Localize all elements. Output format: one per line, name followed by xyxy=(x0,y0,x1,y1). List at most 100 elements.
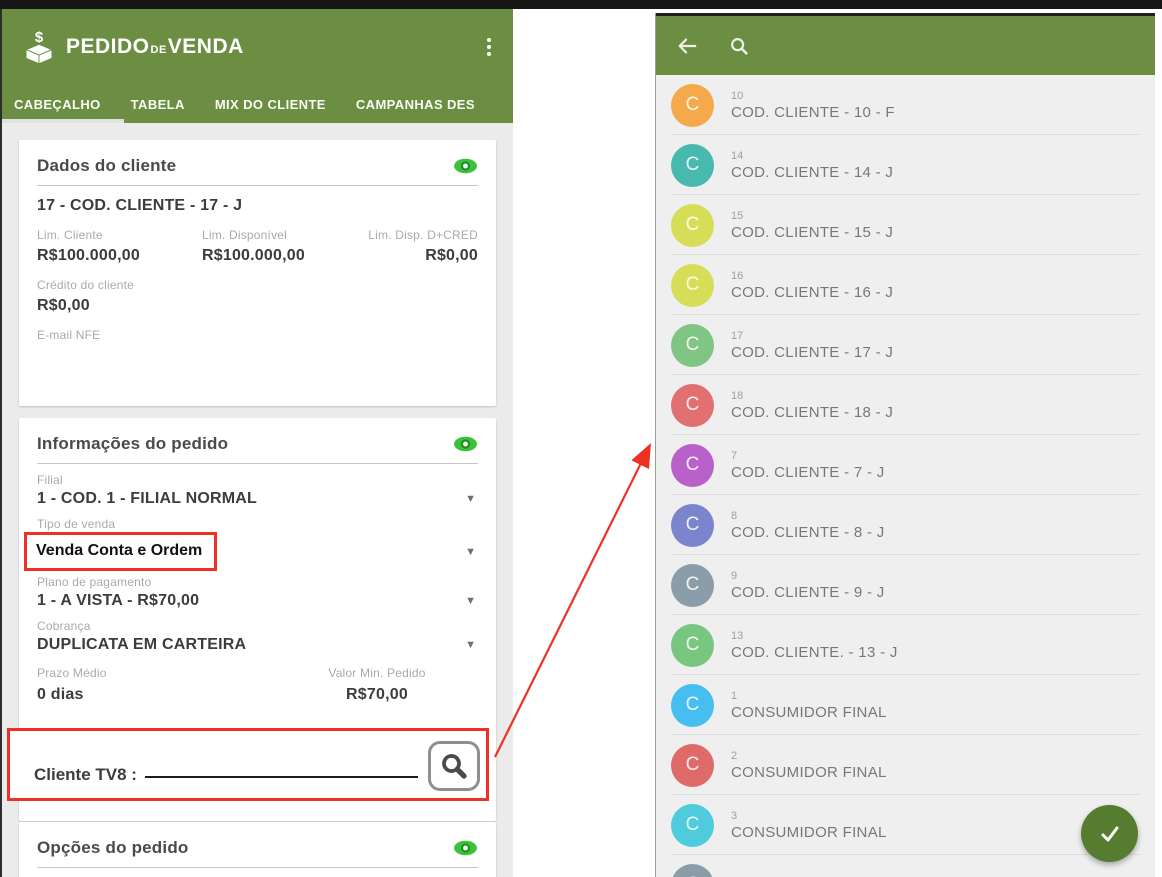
divider xyxy=(37,867,478,868)
divider xyxy=(37,463,478,464)
annotation-red-box-tipo-venda: Venda Conta e Ordem xyxy=(24,532,218,571)
client-name: COD. CLIENTE - 18 - J xyxy=(731,403,894,421)
client-list-item[interactable]: C 9 COD. CLIENTE - 9 - J xyxy=(656,555,1155,615)
filial-value: 1 - COD. 1 - FILIAL NORMAL xyxy=(37,490,258,507)
tab-bar: CABEÇALHO TABELA MIX DO CLIENTE CAMPANHA… xyxy=(2,85,513,123)
tipo-venda-select[interactable]: Venda Conta e Ordem ▼ xyxy=(24,532,478,571)
tab-tabela[interactable]: TABELA xyxy=(130,96,185,112)
email-nfe-label: E-mail NFE xyxy=(37,328,101,342)
avatar-letter: C xyxy=(685,214,700,235)
chevron-down-icon: ▼ xyxy=(465,545,476,558)
limit-dcred-label: Lim. Disp. D+CRED xyxy=(368,228,478,242)
row-divider xyxy=(673,434,1140,435)
client-name: COD. CLIENTE - 14 - J xyxy=(731,163,894,181)
selected-client-name: 17 - COD. CLIENTE - 17 - J xyxy=(37,197,243,214)
filial-label: Filial xyxy=(37,473,63,487)
client-list-item[interactable]: C 13 COD. CLIENTE. - 13 - J xyxy=(656,615,1155,675)
tab-mix-do-cliente[interactable]: MIX DO CLIENTE xyxy=(214,96,326,112)
client-list-item[interactable]: C 10 COD. CLIENTE - 10 - F xyxy=(656,75,1155,135)
avatar-letter: C xyxy=(685,514,700,535)
annotation-red-box-cliente-search: Cliente TV8 : xyxy=(7,728,489,801)
client-name: COD. CLIENTE - 9 - J xyxy=(731,583,885,601)
tipo-venda-value: Venda Conta e Ordem xyxy=(36,542,203,559)
client-list-item[interactable]: C 19 xyxy=(656,855,1155,877)
client-code: 16 xyxy=(731,269,744,282)
tab-cabecalho[interactable]: CABEÇALHO xyxy=(14,96,101,112)
row-divider xyxy=(673,614,1140,615)
row-divider xyxy=(673,734,1140,735)
avatar-letter: C xyxy=(685,274,700,295)
back-arrow-icon[interactable] xyxy=(676,35,698,57)
cliente-search-button[interactable] xyxy=(428,741,480,791)
client-name: COD. CLIENTE - 10 - F xyxy=(731,103,895,121)
client-list-item[interactable]: C 18 COD. CLIENTE - 18 - J xyxy=(656,375,1155,435)
avatar: C xyxy=(671,83,714,127)
avatar: C xyxy=(671,323,714,367)
client-name: CONSUMIDOR FINAL xyxy=(731,763,887,781)
app-title-part1: PEDIDO xyxy=(66,35,150,58)
tab-campanhas[interactable]: CAMPANHAS DES xyxy=(355,96,475,112)
avatar: C xyxy=(671,443,714,487)
magnifier-icon xyxy=(442,754,467,779)
avatar: C xyxy=(671,863,714,877)
cobranca-value: DUPLICATA EM CARTEIRA xyxy=(37,636,247,653)
client-code: 17 xyxy=(731,329,744,342)
cliente-search-input[interactable] xyxy=(144,776,418,778)
row-divider xyxy=(673,794,1140,795)
client-picker-screenshot: C 10 COD. CLIENTE - 10 - F C 14 COD. CLI… xyxy=(655,13,1155,877)
confirm-fab-button[interactable] xyxy=(1081,805,1138,862)
client-name: COD. CLIENTE - 7 - J xyxy=(731,463,885,481)
limit-available-value: R$100.000,00 xyxy=(202,247,305,264)
client-list-item[interactable]: C 1 CONSUMIDOR FINAL xyxy=(656,675,1155,735)
client-list-item[interactable]: C 17 COD. CLIENTE - 17 - J xyxy=(656,315,1155,375)
avatar-letter: C xyxy=(685,694,700,715)
cobranca-select[interactable]: DUPLICATA EM CARTEIRA ▼ xyxy=(37,636,478,654)
limit-client-label: Lim. Cliente xyxy=(37,228,103,242)
avatar-letter: C xyxy=(685,334,700,355)
avatar: C xyxy=(671,743,714,787)
check-icon xyxy=(1101,826,1118,841)
eye-icon[interactable] xyxy=(453,157,478,175)
row-divider xyxy=(673,314,1140,315)
avatar: C xyxy=(671,263,714,307)
kebab-menu-icon[interactable] xyxy=(481,34,497,60)
limit-dcred-value: R$0,00 xyxy=(425,247,478,264)
avatar-letter: C xyxy=(685,94,700,115)
client-code: 9 xyxy=(731,569,738,582)
row-divider xyxy=(673,194,1140,195)
plano-pagamento-select[interactable]: 1 - A VISTA - R$70,00 ▼ xyxy=(37,592,478,610)
prazo-medio-label: Prazo Médio xyxy=(37,666,107,680)
avatar: C xyxy=(671,683,714,727)
cliente-tv8-label: Cliente TV8 : xyxy=(34,765,137,784)
client-name: COD. CLIENTE - 16 - J xyxy=(731,283,894,301)
client-code: 13 xyxy=(731,629,744,642)
client-list-item[interactable]: C 3 CONSUMIDOR FINAL xyxy=(656,795,1155,855)
row-divider xyxy=(673,374,1140,375)
avatar: C xyxy=(671,503,714,547)
plano-pagamento-value: 1 - A VISTA - R$70,00 xyxy=(37,592,200,609)
client-code: 8 xyxy=(731,509,738,522)
avatar-letter: C xyxy=(685,154,700,175)
filial-select[interactable]: 1 - COD. 1 - FILIAL NORMAL ▼ xyxy=(37,490,478,508)
avatar-letter: C xyxy=(686,874,700,877)
client-list-item[interactable]: C 16 COD. CLIENTE - 16 - J xyxy=(656,255,1155,315)
client-list-item[interactable]: C 7 COD. CLIENTE - 7 - J xyxy=(656,435,1155,495)
picker-header xyxy=(656,13,1155,75)
search-icon[interactable] xyxy=(728,35,750,57)
client-code: 2 xyxy=(731,749,738,762)
eye-icon[interactable] xyxy=(453,435,478,453)
client-list-item[interactable]: C 2 CONSUMIDOR FINAL xyxy=(656,735,1155,795)
eye-icon[interactable] xyxy=(453,839,478,857)
row-divider xyxy=(673,494,1140,495)
client-name: COD. CLIENTE. - 13 - J xyxy=(731,643,898,661)
left-app-screenshot: $ PEDIDO DE VENDA CABEÇALHO TABELA MIX D… xyxy=(0,9,513,877)
client-list-item[interactable]: C 14 COD. CLIENTE - 14 - J xyxy=(656,135,1155,195)
top-black-bar xyxy=(0,0,1162,9)
row-divider xyxy=(673,134,1140,135)
avatar-letter: C xyxy=(685,394,700,415)
client-list-item[interactable]: C 15 COD. CLIENTE - 15 - J xyxy=(656,195,1155,255)
client-name: CONSUMIDOR FINAL xyxy=(731,703,887,721)
client-code: 7 xyxy=(731,449,738,462)
client-list-item[interactable]: C 8 COD. CLIENTE - 8 - J xyxy=(656,495,1155,555)
avatar: C xyxy=(671,383,714,427)
